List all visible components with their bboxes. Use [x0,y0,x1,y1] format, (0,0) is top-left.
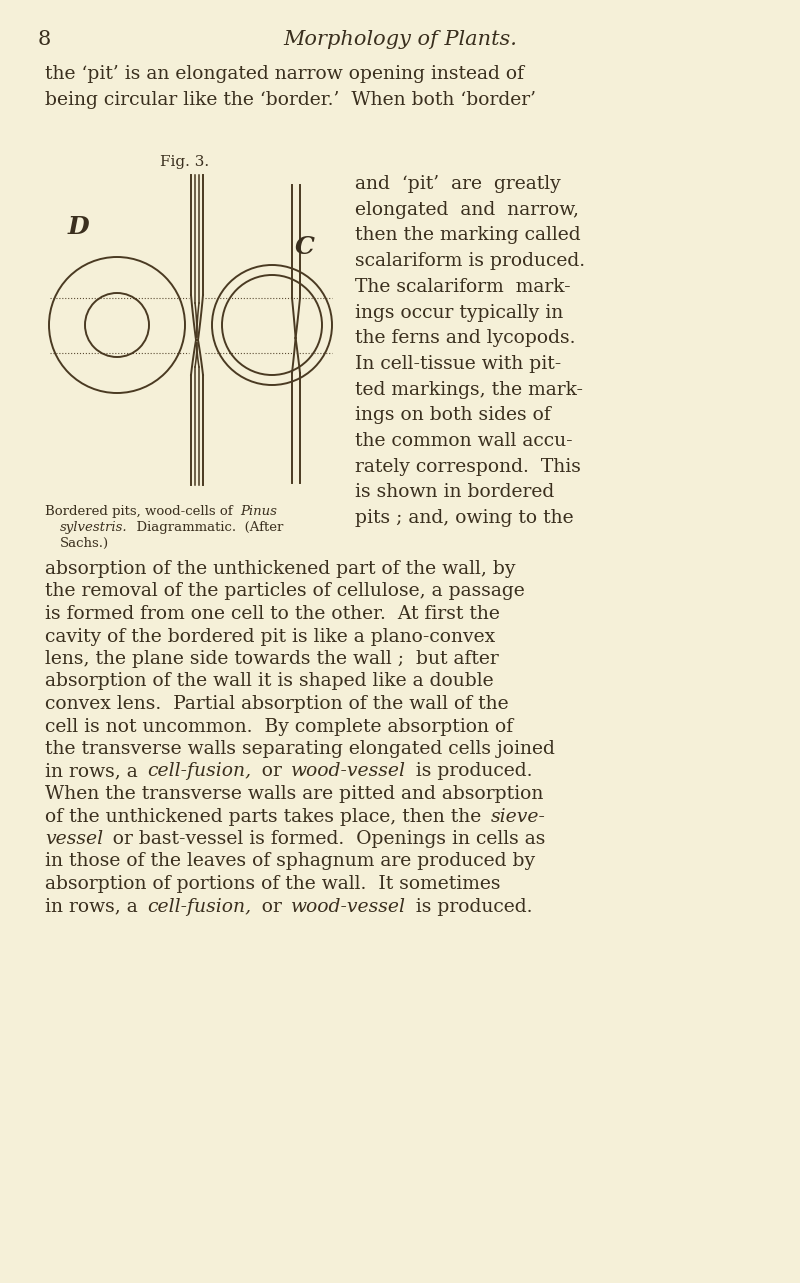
Text: is produced.: is produced. [406,898,533,916]
Text: convex lens.  Partial absorption of the wall of the: convex lens. Partial absorption of the w… [45,695,509,713]
Text: in rows, a: in rows, a [45,762,147,780]
Text: When the transverse walls are pitted and absorption: When the transverse walls are pitted and… [45,785,543,803]
Text: of the unthickened parts takes place, then the: of the unthickened parts takes place, th… [45,807,491,825]
Text: Sachs.): Sachs.) [60,538,109,550]
Text: sieve-: sieve- [491,807,546,825]
Text: or: or [252,762,291,780]
Text: D: D [68,216,90,239]
Text: in those of the leaves of sphagnum are produced by: in those of the leaves of sphagnum are p… [45,852,535,870]
Text: lens, the plane side towards the wall ;  but after: lens, the plane side towards the wall ; … [45,650,498,668]
Text: wood-vessel: wood-vessel [291,898,406,916]
Text: absorption of the wall it is shaped like a double: absorption of the wall it is shaped like… [45,672,494,690]
Text: Bordered pits, wood-cells of: Bordered pits, wood-cells of [45,506,237,518]
Text: sylvestris.: sylvestris. [60,521,128,534]
Text: or bast-vessel is formed.  Openings in cells as: or bast-vessel is formed. Openings in ce… [103,830,546,848]
Text: or: or [252,898,291,916]
Text: cell-fusion,: cell-fusion, [147,762,252,780]
Text: cell-fusion,: cell-fusion, [147,898,252,916]
Text: is formed from one cell to the other.  At first the: is formed from one cell to the other. At… [45,606,500,624]
Text: the transverse walls separating elongated cells joined: the transverse walls separating elongate… [45,740,555,758]
Text: wood-vessel: wood-vessel [291,762,406,780]
Text: vessel: vessel [45,830,103,848]
Text: Fig. 3.: Fig. 3. [161,155,210,169]
Text: C: C [295,235,315,259]
Text: and  ‘pit’  are  greatly
elongated  and  narrow,
then the marking called
scalari: and ‘pit’ are greatly elongated and narr… [355,174,585,527]
Text: absorption of the unthickened part of the wall, by: absorption of the unthickened part of th… [45,559,515,579]
Text: Morphology of Plants.: Morphology of Plants. [283,30,517,49]
Text: is produced.: is produced. [406,762,533,780]
Text: cell is not uncommon.  By complete absorption of: cell is not uncommon. By complete absorp… [45,717,513,735]
Text: absorption of portions of the wall.  It sometimes: absorption of portions of the wall. It s… [45,875,501,893]
Text: 8: 8 [38,30,51,49]
Text: the ‘pit’ is an elongated narrow opening instead of
being circular like the ‘bor: the ‘pit’ is an elongated narrow opening… [45,65,536,109]
Text: Diagrammatic.  (After: Diagrammatic. (After [128,521,283,534]
Text: cavity of the bordered pit is like a plano-convex: cavity of the bordered pit is like a pla… [45,627,495,645]
Text: in rows, a: in rows, a [45,898,147,916]
Text: the removal of the particles of cellulose, a passage: the removal of the particles of cellulos… [45,582,525,600]
Text: Pinus: Pinus [240,506,277,518]
